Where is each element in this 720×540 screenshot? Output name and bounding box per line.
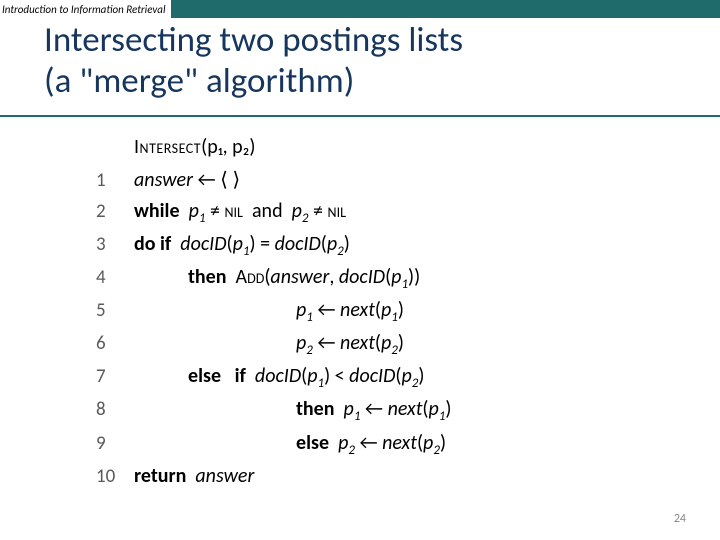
- line-number: 8: [96, 395, 134, 424]
- title-line-1: Intersecting two postings lists: [44, 20, 720, 61]
- line-number: 1: [96, 166, 134, 195]
- algo-line: 8then p1 ← next(p1): [96, 394, 720, 427]
- line-code: p1 ← next(p1): [134, 295, 404, 328]
- algo-line: 7else if docID(p1) < docID(p2): [96, 361, 720, 394]
- line-code: then p1 ← next(p1): [134, 394, 451, 427]
- line-code: else if docID(p1) < docID(p2): [134, 361, 424, 394]
- line-number: 6: [96, 329, 134, 358]
- page-number: 24: [674, 512, 686, 526]
- line-number: 2: [96, 197, 134, 226]
- line-code: then Add(answer, docID(p1)): [134, 262, 420, 295]
- algo-line: 10return answer: [96, 461, 720, 492]
- line-number: 3: [96, 230, 134, 259]
- line-code: else p2 ← next(p2): [134, 428, 446, 461]
- line-number: 7: [96, 362, 134, 391]
- line-code: answer ← ⟨ ⟩: [134, 165, 240, 196]
- line-number: 10: [96, 462, 134, 491]
- header-left: Introduction to Information Retrieval: [0, 0, 171, 18]
- line-number: 4: [96, 263, 134, 292]
- algo-line: 1answer ← ⟨ ⟩: [96, 165, 720, 196]
- algorithm-block: Intersect(p₁, p₂) 1answer ← ⟨ ⟩2while p1…: [0, 117, 720, 492]
- algo-line: 9else p2 ← next(p2): [96, 428, 720, 461]
- course-title: Introduction to Information Retrieval: [2, 3, 165, 16]
- line-number: 9: [96, 429, 134, 458]
- function-name: Intersect: [134, 135, 201, 159]
- line-code: do if docID(p1) = docID(p2): [134, 229, 350, 262]
- line-code: p2 ← next(p2): [134, 328, 404, 361]
- algorithm-body: 1answer ← ⟨ ⟩2while p1 ≠ nil and p2 ≠ ni…: [96, 165, 720, 492]
- algo-line: 2while p1 ≠ nil and p2 ≠ nil: [96, 196, 720, 229]
- algo-line: 4then Add(answer, docID(p1)): [96, 262, 720, 295]
- line-code: while p1 ≠ nil and p2 ≠ nil: [134, 196, 346, 229]
- line-number: 5: [96, 296, 134, 325]
- algorithm-header: Intersect(p₁, p₂): [96, 135, 720, 159]
- algo-line: 3do if docID(p1) = docID(p2): [96, 229, 720, 262]
- header-bar: Introduction to Information Retrieval: [0, 0, 720, 18]
- algo-line: 6p2 ← next(p2): [96, 328, 720, 361]
- algo-line: 5p1 ← next(p1): [96, 295, 720, 328]
- function-params: (p₁, p₂): [201, 135, 255, 159]
- slide-title: Intersecting two postings lists (a "merg…: [0, 18, 720, 111]
- line-code: return answer: [134, 461, 254, 492]
- title-line-2: (a "merge" algorithm): [44, 61, 720, 102]
